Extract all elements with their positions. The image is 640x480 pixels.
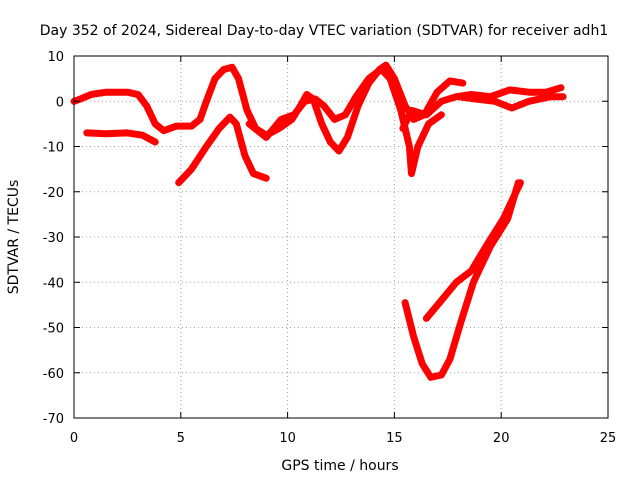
data-series [70, 61, 567, 381]
x-tick-label: 5 [177, 431, 185, 446]
y-tick-label: -30 [43, 231, 64, 246]
y-axis-label: SDTVAR / TECUs [6, 180, 22, 295]
x-axis-label: GPS time / hours [281, 458, 398, 474]
y-tick-label: -10 [43, 141, 64, 156]
x-tick-label: 15 [386, 431, 403, 446]
series-line [83, 129, 159, 146]
y-tick-label: -20 [43, 186, 64, 201]
y-tick-label: 0 [56, 95, 64, 110]
series-line [401, 179, 522, 381]
y-tick-label: -60 [43, 367, 64, 382]
y-tick-label: 10 [47, 50, 64, 65]
y-tick-label: -50 [43, 322, 64, 337]
x-tick-label: 0 [70, 431, 78, 446]
series-line [399, 84, 565, 132]
grid [74, 56, 608, 418]
series-line [70, 88, 204, 135]
series-line [455, 93, 567, 112]
x-tick-label: 25 [600, 431, 617, 446]
y-tick-label: -40 [43, 276, 64, 291]
axis-ticks: 0 5 10 15 20 25 10 0 -10 -20 -30 -40 -50 -60 -70 [43, 50, 617, 446]
series-line [245, 63, 388, 141]
y-tick-label: -70 [43, 412, 64, 427]
x-tick-label: 10 [279, 431, 296, 446]
series-line [422, 179, 524, 322]
series-line [175, 113, 270, 187]
x-tick-label: 20 [493, 431, 510, 446]
chart-title: Day 352 of 2024, Sidereal Day-to-day VTE… [40, 23, 608, 39]
series-line [378, 66, 445, 178]
